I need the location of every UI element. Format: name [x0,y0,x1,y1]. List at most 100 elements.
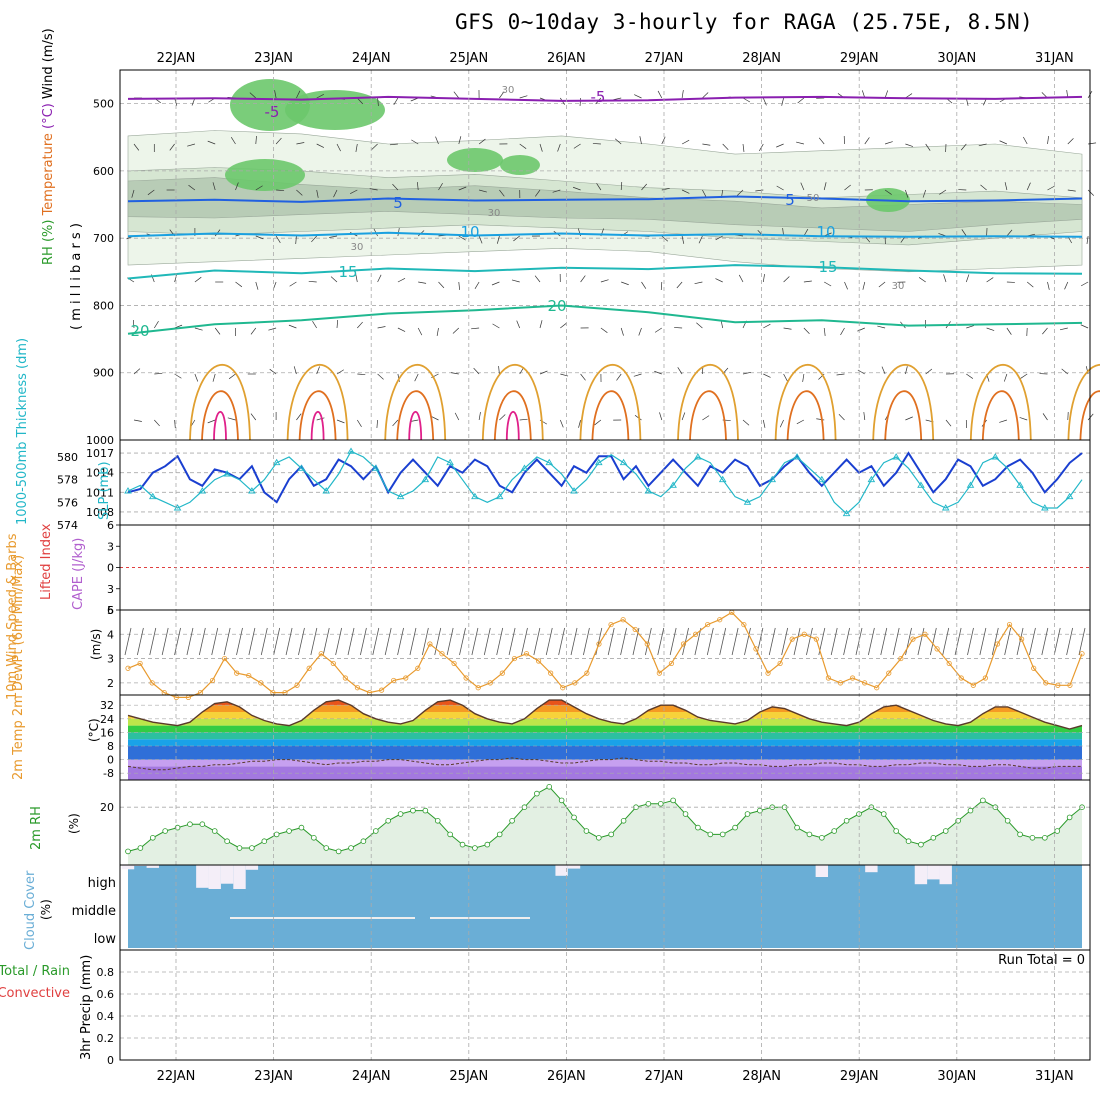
wind-barb [816,418,825,421]
wind-barb [657,90,663,99]
wind-speed-point [741,621,747,628]
wind-barb-10m [793,627,801,656]
wind-barb [308,280,317,283]
wind-barb [392,419,399,427]
isotherm-label: 20 [547,297,566,315]
rh-point [484,841,491,848]
wind-barb [296,142,305,145]
wind-barb [357,321,363,329]
wind-speed-point [487,680,493,686]
wind-barb [781,97,784,106]
wind-speed-point [209,677,216,684]
date-label-top: 26JAN [547,51,586,66]
thickness-line [127,450,1083,515]
wind-barb [194,327,203,331]
thickness-tick-label: 574 [57,519,78,532]
wind-barb [369,188,378,191]
rh-point [249,845,255,851]
wind-speed-point [994,641,1001,647]
wind-speed-point [137,660,143,667]
wind-speed-point [958,675,964,681]
wind-barb [905,93,913,99]
wind-barb [513,235,520,242]
wind-barb [641,183,648,191]
wind-speed-point [330,660,336,667]
wind-speed-point [560,685,566,691]
y-tick-label: 700 [93,232,114,245]
wind-barb [864,137,870,145]
wind-barb [776,185,784,191]
wind-speed-point [1067,682,1073,688]
wind-barb [925,368,933,375]
y-axis-label-millibars: ( m i l l i b a r s ) [69,223,84,330]
wind-barb [661,235,669,242]
wind-barb [1067,138,1074,145]
panel-frame-3 [119,609,1091,696]
wind-barb [169,143,175,151]
thickness-point [619,458,628,466]
wind-speed-point [886,670,892,676]
wind-barb [978,143,987,147]
wind-barb [377,373,384,380]
wind-speed-point [753,646,759,652]
thickness-point [148,492,157,500]
cloud-high-bar [914,865,928,885]
rh-point [546,783,553,790]
thickness-point [124,487,132,494]
wind-barb-10m [867,627,875,656]
wind-barb [884,90,889,99]
wind-barb [499,91,505,99]
wind-speed-line [127,611,1083,698]
wind-barb [560,322,567,329]
wind-barb [966,325,975,329]
wind-barb [1006,229,1013,237]
date-label-bottom: 31JAN [1035,1069,1074,1084]
wind-barb [389,143,398,146]
thickness-point [248,487,256,494]
cloud-high-bar [220,865,234,884]
wind-barb [800,182,805,191]
wind-barb [336,369,344,375]
wind-barb [452,327,460,334]
date-label-bottom: 25JAN [449,1069,488,1084]
rh-point [211,828,218,834]
wind-barb-10m [149,627,157,656]
rh-point [496,831,503,838]
wind-barb-10m [719,627,727,656]
rh-point [1004,817,1011,824]
wind-barb [174,419,176,429]
wind-barb [235,281,243,288]
rh-point [149,834,156,841]
rh-point [918,841,924,848]
temp-bands [128,700,1082,780]
rh-point [707,831,714,838]
wind-barb-10m [372,627,380,656]
wind-barb [918,277,926,283]
wind-barb [154,419,160,427]
wind-barb-10m [1078,627,1086,656]
y-axis-label-part: (m/s) [41,28,56,62]
thickness-point [941,504,950,511]
isotherm-10 [127,231,1083,238]
panel-frame-7 [119,949,1091,1061]
wind-speed-point [837,680,844,686]
wind-speed-point [825,675,832,681]
rh-point [372,828,379,834]
wind-barb [377,326,386,329]
wind-barb [499,189,505,197]
wind-barb-10m [360,627,367,656]
wind-barb [133,368,141,375]
wind-barb [1006,327,1012,335]
temp-line [127,699,1083,730]
thickness-point [446,458,454,466]
wind-barb [762,97,767,106]
wind-barb-10m [830,627,838,656]
wind-speed-point [378,687,385,693]
wind-speed-point [1043,680,1049,686]
wind-barb [329,235,338,238]
wind-barb [905,143,914,147]
isotherm-35-loop [408,410,423,441]
cloud-high-bar [146,865,159,868]
wind-barb-10m [620,627,627,656]
